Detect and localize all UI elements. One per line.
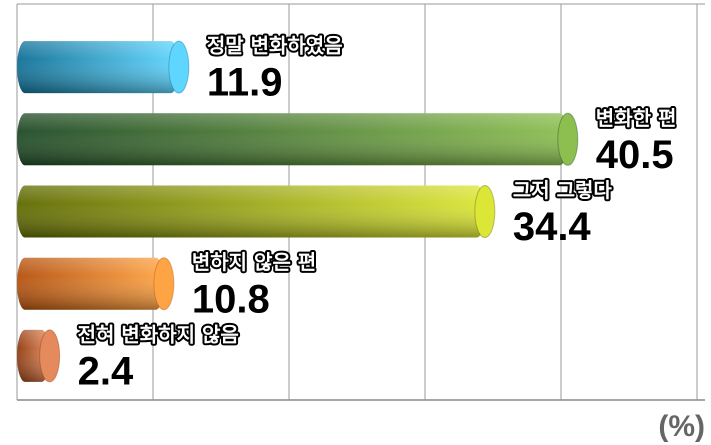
category-label: 전혀 변화하지 않음 xyxy=(78,322,239,346)
bar xyxy=(17,185,496,238)
bar-cap xyxy=(39,329,61,383)
bar xyxy=(17,40,190,94)
category-label: 정말 변화하였음 xyxy=(207,34,343,58)
bar-shade xyxy=(17,113,568,166)
bar-cap xyxy=(168,40,190,94)
bar-cap xyxy=(153,257,175,311)
bar-cap xyxy=(474,185,496,238)
category-label: 그저 그렇다 xyxy=(513,178,613,202)
category-label: 변화한 편 xyxy=(596,106,677,130)
bar xyxy=(17,257,175,311)
bar-cap xyxy=(557,112,579,166)
value-label: 11.9 xyxy=(207,61,283,105)
value-label: 2.4 xyxy=(78,349,134,393)
bar xyxy=(17,329,61,383)
value-label: 40.5 xyxy=(596,133,674,177)
bar xyxy=(17,112,579,166)
unit-label: (%) xyxy=(658,410,705,443)
bar-shade xyxy=(17,41,179,94)
value-label: 10.8 xyxy=(192,277,270,321)
bar-shade xyxy=(17,185,485,238)
category-label: 변하지 않은 편 xyxy=(192,250,316,274)
value-label: 34.4 xyxy=(513,205,592,249)
bar-shade xyxy=(17,257,164,310)
